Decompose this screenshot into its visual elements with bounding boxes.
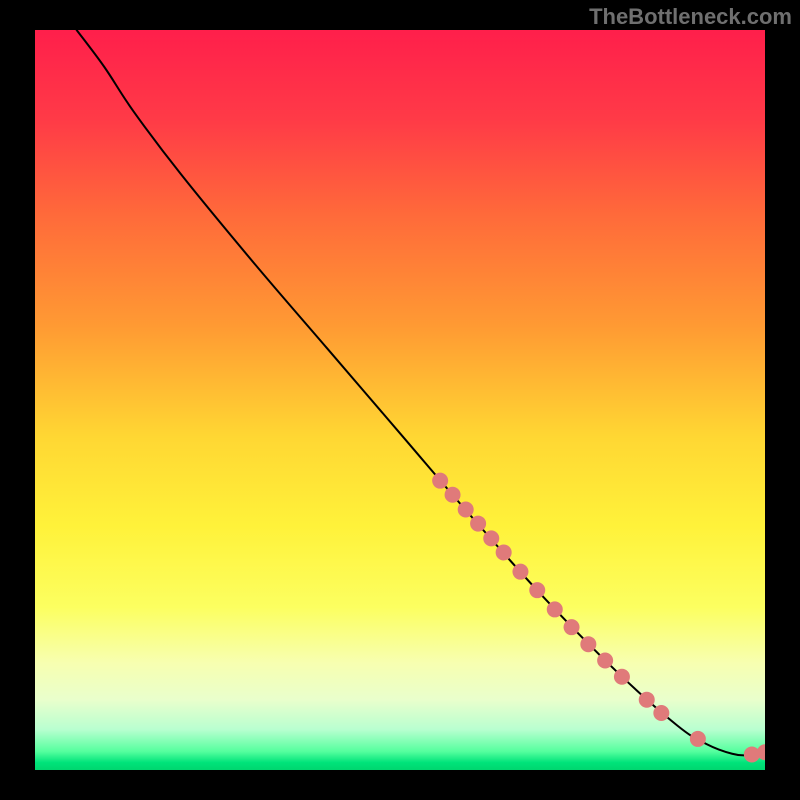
data-marker	[653, 705, 669, 721]
data-marker	[580, 636, 596, 652]
data-marker	[483, 530, 499, 546]
data-marker	[614, 669, 630, 685]
data-marker	[529, 582, 545, 598]
data-marker	[564, 619, 580, 635]
data-marker	[496, 544, 512, 560]
data-marker	[639, 692, 655, 708]
data-marker	[432, 473, 448, 489]
watermark-text: TheBottleneck.com	[589, 4, 792, 30]
data-marker	[690, 731, 706, 747]
data-marker	[458, 502, 474, 518]
chart-svg	[35, 30, 765, 770]
data-marker	[547, 601, 563, 617]
data-marker	[470, 516, 486, 532]
data-marker	[512, 564, 528, 580]
data-marker	[445, 487, 461, 503]
gradient-background	[35, 30, 765, 770]
chart-plot-area	[35, 30, 765, 770]
data-marker	[597, 652, 613, 668]
